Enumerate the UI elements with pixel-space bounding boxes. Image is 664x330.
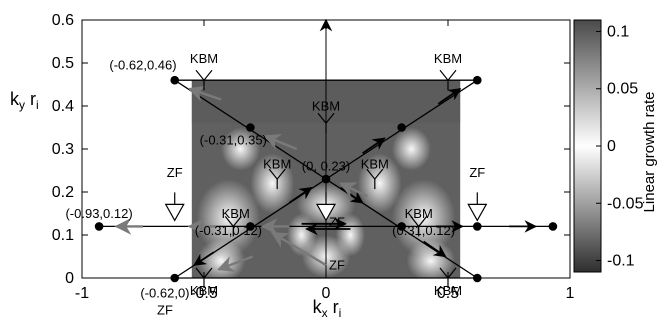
kbm-annotation: KBM [190,283,218,298]
y-tick-label: 0 [65,270,74,287]
heatmap-cell [196,179,261,257]
kbm-triad-marker [366,168,384,190]
kbm-annotation: KBM [434,51,462,66]
kbm-triad-marker [268,168,286,190]
transfer-arrow [423,240,447,258]
colorbar-tick-label: -0.1 [607,253,635,270]
zf-annotation: ZF [469,165,485,180]
zf-annotation: ZF [329,214,345,229]
mode-point [321,174,331,184]
x-tick-label: 0 [322,285,331,302]
heatmap-cell [221,127,261,171]
x-tick-label: 1 [566,285,575,302]
x-axis-label: kx ri [313,297,342,320]
kbm-annotation: KBM [263,156,291,171]
y-tick-label: 0.6 [52,12,74,29]
kbm-annotation: KBM [405,206,433,221]
transfer-arrow [193,251,215,266]
colorbar-tick-label: 0 [607,138,616,155]
kbm-triad-marker [195,69,213,91]
mode-point [472,75,482,85]
transfer-arrow-gray [270,231,327,267]
zf-triangle-marker [467,203,488,222]
kbm-annotation: KBM [361,156,389,171]
kbm-annotation: KBM [434,283,462,298]
kbm-annotation: KBM [222,206,250,221]
heatmap-cell [357,153,402,214]
kbm-triad-marker [224,216,242,237]
mode-point [170,75,180,85]
kbm-triad-marker [317,112,335,134]
annotations: (-0.62,0.46) (-0.31,0.35) (0, 0.23) (-0.93,… [65,51,485,318]
colorbar-tick-label: 0.1 [607,23,629,40]
y-tick-label: 0.4 [52,98,74,115]
point-label: (-0.62,0) [140,285,189,300]
x-axis-ticks: -1 -0.5 0 0.5 1 [75,20,575,302]
mode-point [397,123,406,132]
kbm-annotation: KBM [312,98,340,113]
kbm-annotation: KBM [190,51,218,66]
kbm-triad-marker [439,69,457,91]
transfer-arrow [362,137,386,155]
colorbar-tick-label: -0.05 [607,195,644,212]
x-tick-label: 0.5 [437,285,459,302]
y-axis-ticks: 0 0.1 0.2 0.3 0.4 0.5 0.6 [52,12,570,287]
mode-point [246,222,255,231]
mode-point [397,222,406,231]
colorbar-tick-label: 0.05 [607,81,638,98]
heatmap-cell [250,153,295,214]
y-tick-label: 0.3 [52,141,74,158]
transfer-arrow [288,186,313,204]
point-label: (-0.31,0.12) [195,223,262,238]
y-tick-label: 0.1 [52,227,74,244]
colorbar-label: Linear growth rate [641,92,658,213]
y-tick-label: 0.2 [52,184,74,201]
point-label: (-0.62,0.46) [109,57,176,72]
point-label: (0, 0.23) [302,159,350,174]
point-label: (-0.93,0.12) [65,206,132,221]
transfer-arrow-gray [217,255,254,272]
transfer-arrow-gray [339,182,368,198]
zf-annotation: ZF [167,165,183,180]
transfer-arrow [437,88,462,105]
transfer-arrow-gray [187,85,222,102]
transfer-arrow-gray [263,134,298,151]
colorbar-ticks: 0.1 0.05 0 -0.05 -0.1 [596,23,644,270]
mode-point [94,222,104,231]
mode-point [472,222,482,231]
zf-annotation: ZF [329,257,345,272]
y-tick-label: 0.5 [52,55,74,72]
zf-annotation: ZF [157,303,173,318]
heatmap-cell [391,127,431,171]
x-tick-label: -0.5 [190,285,218,302]
mode-point [246,123,255,132]
zf-triangle-marker [164,203,185,222]
heatmap-cell [391,179,456,257]
mode-point [548,222,558,231]
kbm-triad-marker [410,216,428,237]
energy-transfer-arrows [114,18,538,272]
mode-points [94,75,558,283]
point-label: (-0.31,0.35) [200,133,267,148]
point-label: (0.31,0.12) [392,223,455,238]
x-tick-label: -1 [75,285,89,302]
y-axis-label: ky ri [10,89,39,112]
